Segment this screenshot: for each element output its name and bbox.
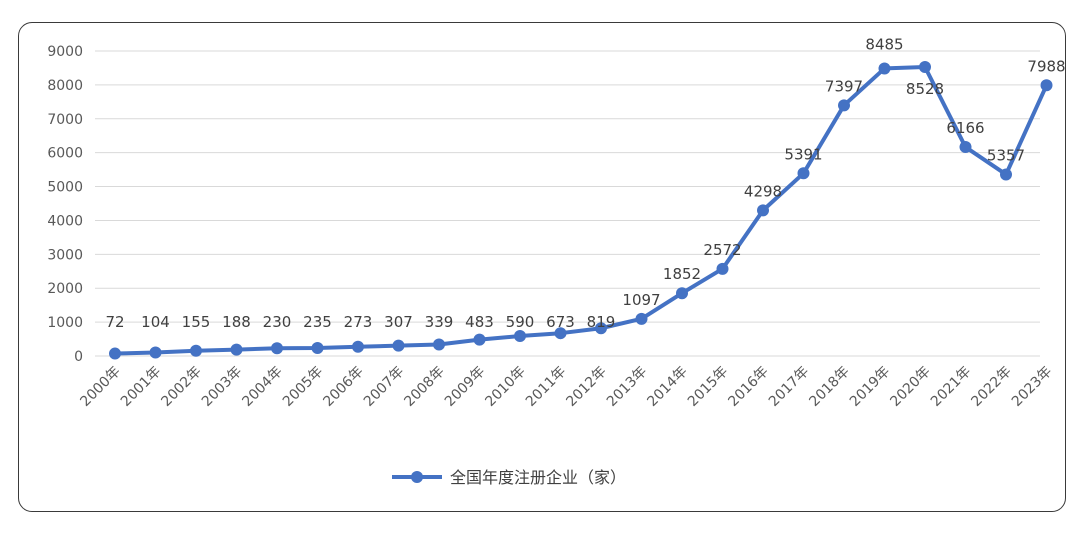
data-point: [878, 62, 891, 75]
data-label: 7988: [1027, 57, 1065, 75]
x-tick-label: 2020年: [887, 364, 933, 410]
data-label: 5391: [784, 145, 822, 163]
x-tick-label: 2006年: [320, 364, 366, 410]
x-tick-label: 2000年: [77, 364, 123, 410]
x-tick-label: 2012年: [563, 364, 609, 410]
data-point: [919, 60, 931, 73]
data-label: 230: [263, 313, 292, 331]
legend-label: 全国年度注册企业（家）: [450, 468, 626, 487]
data-labels: 72 104 155 188 230 235 273 307 339 483 590 673 819 10…: [105, 35, 1065, 331]
x-tick-label: 2019年: [847, 364, 893, 410]
x-tick-label: 2023年: [1009, 364, 1055, 410]
data-label: 72: [105, 313, 124, 331]
data-point: [352, 340, 364, 353]
x-tick-label: 2021年: [928, 364, 974, 410]
data-point: [109, 347, 121, 360]
legend: 全国年度注册企业（家）: [392, 468, 626, 487]
x-tick-label: 2004年: [239, 364, 285, 410]
y-tick-label: 1000: [47, 315, 83, 331]
x-tick-label: 2008年: [401, 364, 447, 410]
data-label: 8485: [865, 35, 903, 53]
data-label: 8528: [906, 80, 944, 98]
data-point: [676, 287, 688, 300]
chart-frame: [18, 22, 1066, 512]
data-point: [757, 204, 769, 217]
gridlines: [95, 50, 1040, 357]
data-label: 1097: [622, 291, 660, 309]
series-line: [114, 64, 1049, 356]
x-tick-label: 2007年: [361, 364, 407, 410]
x-tick-label: 2002年: [158, 364, 204, 410]
data-point: [595, 322, 607, 335]
y-tick-label: 7000: [47, 112, 83, 128]
data-label: 6166: [946, 119, 984, 137]
data-point: [797, 167, 810, 180]
x-tick-label: 2016年: [725, 364, 771, 410]
data-point: [311, 342, 324, 355]
x-tick-label: 2014年: [644, 364, 690, 410]
data-point: [473, 333, 486, 346]
data-label: 5357: [987, 146, 1025, 164]
x-tick-label: 2010年: [482, 364, 528, 410]
data-point: [514, 330, 526, 343]
data-point: [716, 262, 729, 275]
y-tick-label: 2000: [47, 281, 83, 297]
y-tick-label: 8000: [47, 78, 83, 94]
y-tick-label: 3000: [47, 247, 83, 263]
x-tick-label: 2005年: [280, 364, 326, 410]
x-tick-label: 2001年: [118, 364, 164, 410]
legend-marker: [411, 471, 423, 483]
data-point: [190, 344, 202, 357]
data-label: 590: [506, 313, 535, 331]
x-tick-label: 2013年: [604, 364, 650, 410]
y-tick-label: 9000: [47, 44, 83, 60]
data-label: 483: [465, 313, 494, 331]
data-label: 104: [141, 313, 170, 331]
y-tick-label: 5000: [47, 180, 83, 196]
x-tick-label: 2011年: [523, 364, 569, 410]
data-point: [149, 346, 162, 359]
data-label: 339: [425, 313, 454, 331]
data-point: [230, 343, 243, 356]
y-tick-label: 0: [74, 349, 83, 365]
x-tick-label: 2022年: [968, 364, 1014, 410]
data-label: 188: [222, 313, 251, 331]
data-points: [109, 60, 1053, 360]
x-tick-label: 2018年: [806, 364, 852, 410]
x-tick-label: 2003年: [199, 364, 245, 410]
series-lines: [114, 64, 1049, 356]
data-label: 1852: [663, 265, 701, 283]
data-label: 819: [587, 313, 616, 331]
x-tick-label: 2015年: [685, 364, 731, 410]
data-label: 307: [384, 313, 413, 331]
data-label: 235: [303, 313, 332, 331]
data-point: [392, 339, 405, 352]
data-point: [838, 99, 850, 112]
y-axis-ticks: 0 1000 2000 3000 4000 5000 6000 7000 8000 9000: [47, 44, 83, 365]
x-axis-ticks: 2000年2001年2002年2003年2004年2005年2006年2007年…: [77, 364, 1055, 410]
data-label: 2572: [703, 241, 741, 259]
data-point: [1040, 79, 1053, 92]
data-label: 4298: [744, 182, 782, 200]
x-tick-label: 2009年: [442, 364, 488, 410]
x-tick-label: 2017年: [766, 364, 812, 410]
data-label: 673: [546, 313, 575, 331]
data-point: [271, 342, 283, 355]
data-label: 7397: [825, 77, 863, 95]
data-point: [554, 327, 567, 340]
data-point: [1000, 168, 1012, 181]
y-tick-label: 4000: [47, 213, 83, 229]
data-point: [635, 312, 648, 325]
data-point: [959, 141, 972, 154]
data-label: 273: [344, 313, 373, 331]
y-tick-label: 6000: [47, 146, 83, 162]
data-label: 155: [182, 313, 211, 331]
data-point: [433, 338, 445, 351]
